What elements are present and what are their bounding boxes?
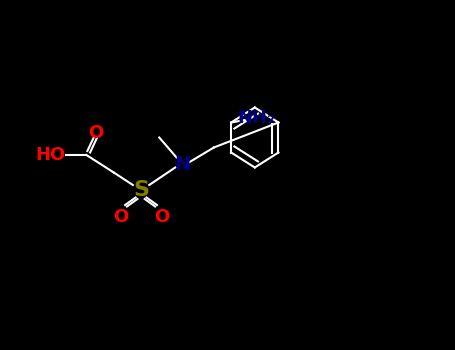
Text: N: N <box>174 155 190 175</box>
Text: S: S <box>133 180 149 200</box>
Text: O: O <box>113 209 128 226</box>
Text: NH₂: NH₂ <box>237 108 275 126</box>
Text: O: O <box>154 209 169 226</box>
Text: O: O <box>88 124 103 141</box>
Text: HO: HO <box>35 146 65 164</box>
